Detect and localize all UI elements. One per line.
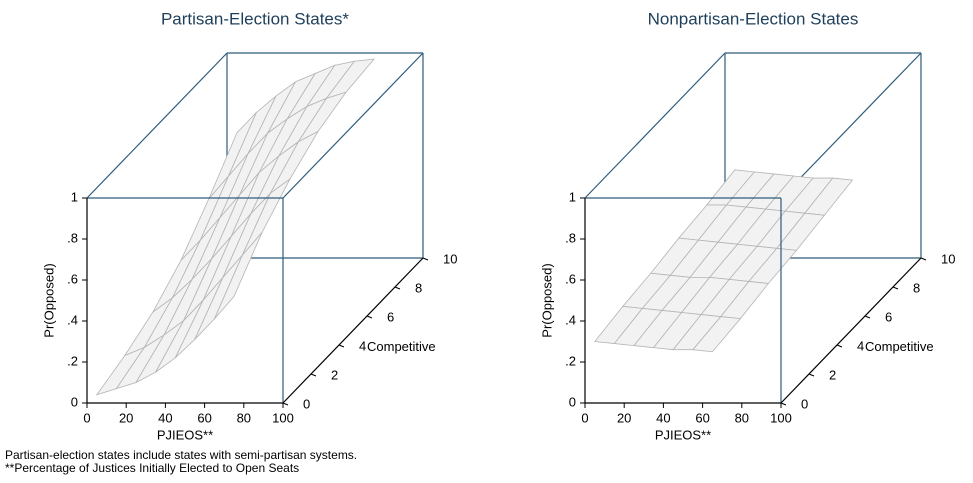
z-axis <box>282 257 424 404</box>
chart-title: Nonpartisan-Election States <box>648 9 859 28</box>
y-tick-label: .6 <box>565 271 576 286</box>
z-tick-label: 0 <box>303 396 310 411</box>
z-axis-label: Competitive <box>367 339 436 354</box>
z-tick-label: 2 <box>331 367 338 382</box>
z-tick-label: 6 <box>885 309 892 324</box>
x-tick-label: 80 <box>735 410 749 425</box>
z-tick-label: 0 <box>801 396 808 411</box>
z-tick-label: 4 <box>857 338 864 353</box>
z-tick <box>366 315 373 319</box>
z-tick-label: 4 <box>359 338 366 353</box>
y-tick-label: .8 <box>565 230 576 245</box>
x-tick-label: 100 <box>272 410 294 425</box>
y-axis-label: Pr(Opposed) <box>539 263 554 337</box>
x-tick-label: 80 <box>237 410 251 425</box>
y-tick-label: 0 <box>569 394 576 409</box>
z-tick-label: 10 <box>443 251 457 266</box>
y-tick-label: 1 <box>569 189 576 204</box>
box-edge <box>282 52 424 199</box>
y-tick-label: .4 <box>67 312 78 327</box>
z-tick-label: 8 <box>913 280 920 295</box>
x-tick-label: 20 <box>119 410 133 425</box>
box-edge <box>780 52 922 199</box>
surface-cell <box>214 232 263 320</box>
chart-title: Partisan-Election States* <box>161 9 349 28</box>
footnote: Partisan-election states include states … <box>5 448 357 462</box>
x-tick-label: 0 <box>581 410 588 425</box>
x-tick-label: 100 <box>770 410 792 425</box>
x-tick-label: 20 <box>617 410 631 425</box>
x-tick-label: 40 <box>158 410 172 425</box>
surface-cell <box>692 316 742 353</box>
z-tick <box>422 257 429 261</box>
z-axis <box>780 257 922 404</box>
y-tick-label: .2 <box>565 353 576 368</box>
z-tick-label: 6 <box>387 309 394 324</box>
x-tick-label: 0 <box>83 410 90 425</box>
y-tick-label: 1 <box>71 189 78 204</box>
y-tick-label: .8 <box>67 230 78 245</box>
x-axis-label: PJIEOS** <box>655 427 711 442</box>
z-tick <box>836 344 843 348</box>
x-tick-label: 60 <box>197 410 211 425</box>
z-tick-label: 2 <box>829 367 836 382</box>
y-tick-label: .6 <box>67 271 78 286</box>
z-tick <box>808 373 815 377</box>
z-tick <box>864 315 871 319</box>
z-axis-label: Competitive <box>865 339 934 354</box>
y-axis-label: Pr(Opposed) <box>41 263 56 337</box>
x-tick-label: 40 <box>656 410 670 425</box>
box-edge <box>584 52 726 199</box>
z-tick <box>282 402 289 406</box>
z-tick <box>338 344 345 348</box>
z-tick <box>892 286 899 290</box>
x-tick-label: 60 <box>695 410 709 425</box>
footnote: **Percentage of Justices Initially Elect… <box>5 461 299 475</box>
z-tick-label: 10 <box>941 251 955 266</box>
box-edge <box>86 52 228 199</box>
z-tick <box>780 402 787 406</box>
y-tick-label: 0 <box>71 394 78 409</box>
z-tick <box>920 257 927 261</box>
y-tick-label: .2 <box>67 353 78 368</box>
z-tick-label: 8 <box>415 280 422 295</box>
z-tick <box>394 286 401 290</box>
y-tick-label: .4 <box>565 312 576 327</box>
z-tick <box>310 373 317 377</box>
x-axis-label: PJIEOS** <box>157 427 213 442</box>
